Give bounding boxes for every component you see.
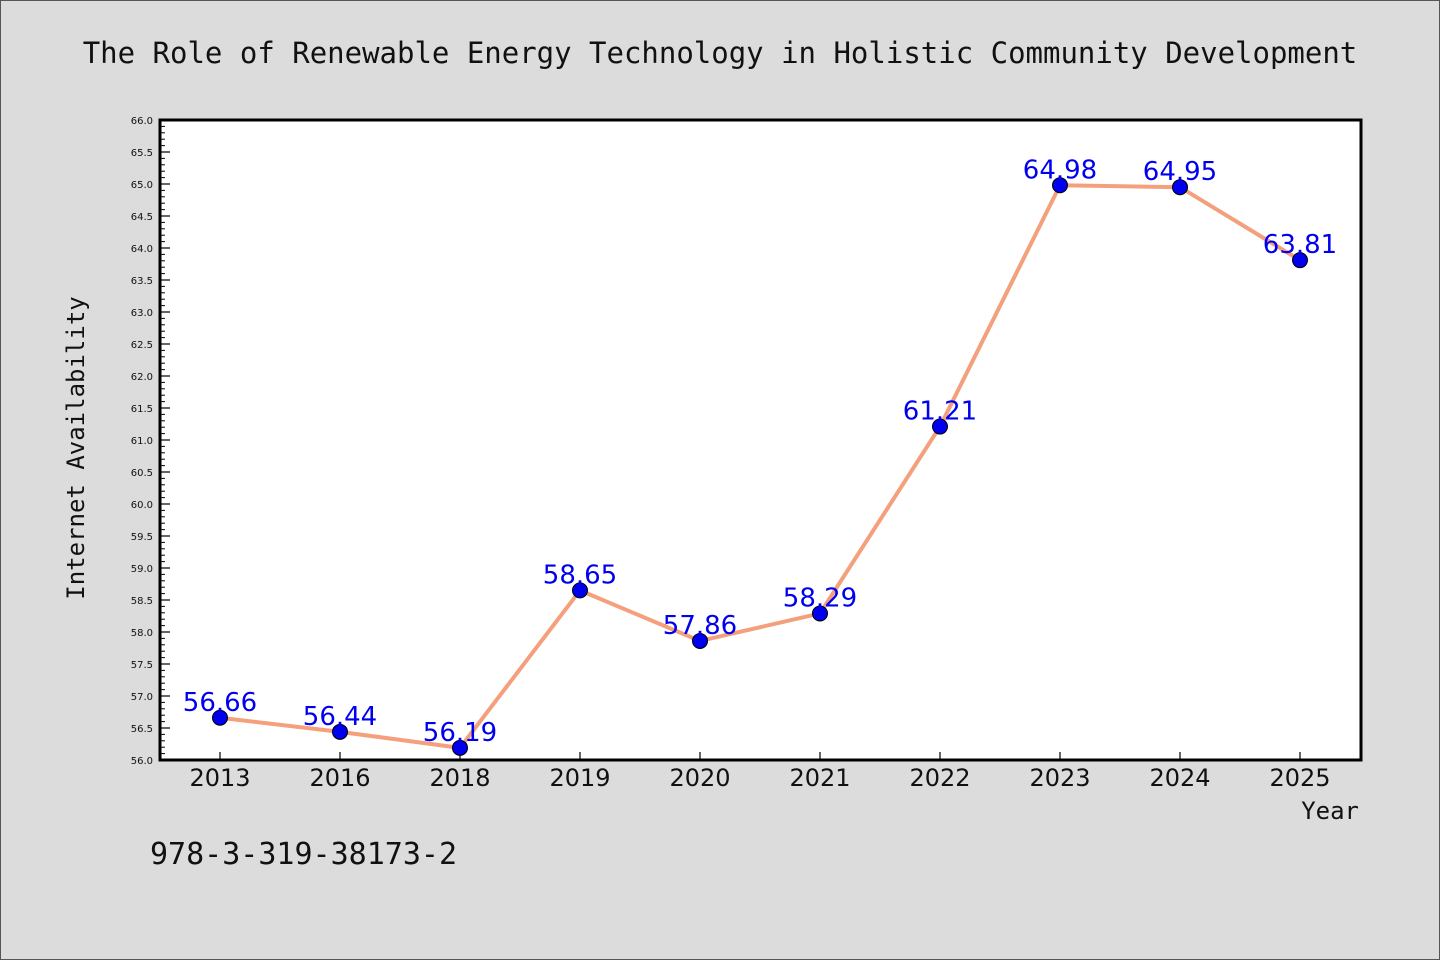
data-label: 56.19 [423, 718, 497, 748]
x-tick-label: 2019 [549, 764, 610, 792]
y-tick-label: 58.0 [131, 628, 153, 639]
y-tick-label: 64.0 [131, 244, 153, 255]
data-point [452, 739, 468, 756]
x-tick-label: 2018 [429, 764, 490, 792]
plot-area [158, 118, 1363, 762]
y-tick-label: 63.0 [131, 308, 153, 319]
y-tick-label: 60.0 [131, 500, 153, 511]
x-tick-label: 2023 [1029, 764, 1090, 792]
data-label: 58.29 [783, 583, 857, 613]
data-point [1292, 252, 1308, 269]
x-tick-label: 2024 [1149, 764, 1210, 792]
y-tick-label: 58.5 [131, 596, 153, 607]
x-axis-label: Year [1301, 797, 1359, 825]
y-tick-label: 62.5 [131, 340, 153, 351]
x-tick-label: 2016 [309, 764, 370, 792]
data-label: 61.21 [903, 397, 977, 427]
data-point [212, 709, 228, 726]
x-tick-label: 2022 [909, 764, 970, 792]
series-line [219, 183, 1302, 750]
y-tick-label: 61.5 [131, 404, 153, 415]
data-label: 56.44 [303, 702, 377, 732]
data-label: 57.86 [663, 611, 737, 641]
data-label: 64.98 [1023, 155, 1097, 185]
y-tick-label: 65.5 [131, 148, 153, 159]
x-tick-label: 2021 [789, 764, 850, 792]
data-label: 56.66 [183, 688, 257, 718]
y-tick-label: 56.0 [131, 756, 153, 767]
data-point [1052, 177, 1068, 194]
data-labels: 56.66 56.44 56.19 58.65 57.86 58.29 61.21 64.98… [183, 155, 1337, 748]
y-tick-label: 61.0 [131, 436, 153, 447]
x-tick-label: 2020 [669, 764, 730, 792]
y-tick-label: 62.0 [131, 372, 153, 383]
chart-title: The Role of Renewable Energy Technology … [83, 36, 1358, 70]
data-point [332, 723, 348, 740]
data-point [1172, 179, 1188, 196]
data-label: 64.95 [1143, 157, 1217, 187]
data-label: 58.65 [543, 560, 617, 590]
y-axis: 56.0 56.5 57.0 57.5 58.0 58.5 59.0 59.5 60.0 60.5… [131, 116, 170, 767]
y-tick-label: 57.5 [131, 660, 153, 671]
y-tick-label: 59.5 [131, 532, 153, 543]
data-point [692, 632, 708, 649]
y-tick-label: 59.0 [131, 564, 153, 575]
data-point [572, 582, 588, 599]
data-label: 63.81 [1263, 230, 1337, 260]
y-tick-label: 60.5 [131, 468, 153, 479]
x-tick-label: 2013 [189, 764, 250, 792]
y-tick-label: 66.0 [131, 116, 153, 127]
annotation-code: 978-3-319-38173-2 [150, 837, 457, 872]
y-tick-label: 64.5 [131, 212, 153, 223]
x-tick-label: 2025 [1269, 764, 1330, 792]
data-point [932, 418, 948, 435]
series-line-group [212, 177, 1308, 756]
y-axis-label: Internet Availability [62, 296, 90, 599]
y-tick-label: 65.0 [131, 180, 153, 191]
y-tick-label: 57.0 [131, 692, 153, 703]
data-point [812, 605, 828, 622]
y-tick-label: 63.5 [131, 276, 153, 287]
x-axis: 2013 2016 2018 2019 2020 2021 2022 2023 2024 2025 [189, 752, 1331, 792]
y-tick-label: 56.5 [131, 724, 153, 735]
